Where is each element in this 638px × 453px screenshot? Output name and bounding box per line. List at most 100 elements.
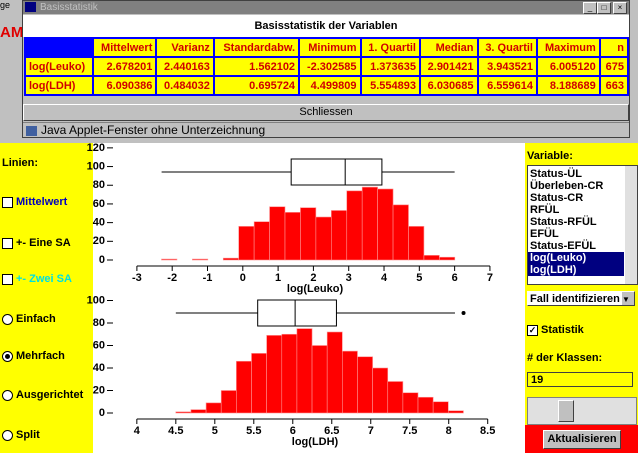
close-x-button[interactable]: × bbox=[613, 2, 627, 14]
x-tick-label: 8.5 bbox=[480, 425, 495, 437]
table-row: log(LDH) 6.090386 0.484032 0.695724 4.499809… bbox=[24, 75, 630, 96]
checkbox-label: Mittelwert bbox=[16, 196, 68, 208]
histogram-bar bbox=[342, 350, 358, 414]
radio-label: Mehrfach bbox=[16, 350, 65, 362]
slider[interactable] bbox=[527, 397, 637, 425]
checkbox[interactable]: Mittelwert bbox=[2, 196, 67, 208]
radio[interactable]: Ausgerichtet bbox=[2, 389, 83, 401]
histogram-bar bbox=[161, 258, 178, 261]
checkbox[interactable]: +- Eine SA bbox=[2, 237, 71, 249]
histogram-bar bbox=[417, 396, 434, 414]
dropdown[interactable]: Fall identifizieren ▼ bbox=[527, 291, 635, 306]
y-tick-label: 100 bbox=[87, 294, 105, 306]
y-tick-label: 60 bbox=[93, 198, 105, 210]
classes-input[interactable]: 19 bbox=[527, 372, 633, 387]
table-cell: 3.943521 bbox=[476, 56, 539, 77]
header-cell: 3. Quartil bbox=[476, 37, 539, 58]
left-panel: Linien: Mittelwert +- Eine SA +- Zwei SA… bbox=[0, 143, 93, 453]
scrollbar[interactable] bbox=[625, 166, 637, 284]
header-cell: n bbox=[598, 37, 630, 58]
histogram-bar bbox=[357, 356, 373, 414]
y-tick-label: 40 bbox=[93, 217, 105, 229]
list-item[interactable]: RFÜL bbox=[530, 204, 560, 216]
histogram-bar bbox=[251, 353, 267, 414]
radio-label: Ausgerichtet bbox=[16, 389, 84, 401]
list-item[interactable]: EFÜL bbox=[530, 228, 559, 240]
table-cell: -2.302585 bbox=[298, 56, 362, 77]
y-tick-label: 120 bbox=[87, 142, 105, 154]
outlier bbox=[461, 311, 466, 315]
box bbox=[257, 299, 337, 327]
histogram-bar bbox=[222, 257, 239, 261]
x-tick-label: 4 bbox=[381, 272, 388, 284]
minimize-button[interactable]: _ bbox=[583, 2, 597, 14]
histogram-bar bbox=[402, 392, 419, 414]
update-button[interactable]: Aktualisieren bbox=[543, 430, 621, 449]
y-tick-label: 0 bbox=[99, 254, 105, 266]
button-row: Schliessen bbox=[23, 101, 629, 121]
radio[interactable]: Einfach bbox=[2, 313, 56, 325]
table-cell: 4.499809 bbox=[298, 75, 362, 96]
y-tick-label: 20 bbox=[93, 384, 105, 396]
histogram-bar bbox=[192, 258, 209, 261]
header-cell: Minimum bbox=[298, 37, 362, 58]
table-cell: 5.554893 bbox=[359, 75, 421, 96]
table-cell: 6.030685 bbox=[418, 75, 479, 96]
checkbox[interactable]: +- Zwei SA bbox=[2, 273, 72, 285]
table-cell: 6.559614 bbox=[476, 75, 539, 96]
histogram-bar bbox=[361, 186, 378, 261]
histogram-bar bbox=[372, 367, 389, 414]
histogram-bar bbox=[175, 411, 192, 414]
table-cell: log(Leuko) bbox=[24, 56, 94, 77]
stats-table: Mittelwert Varianz Standardabw. Minimum … bbox=[24, 37, 630, 96]
header-cell: Mittelwert bbox=[91, 37, 158, 58]
histogram-bar bbox=[281, 333, 298, 414]
list-item[interactable]: log(Leuko) bbox=[528, 252, 624, 264]
x-tick-label: 2 bbox=[310, 272, 316, 284]
list-item[interactable]: Status-RFÜL bbox=[530, 216, 597, 228]
window-icon bbox=[25, 2, 36, 12]
radio[interactable]: Mehrfach bbox=[2, 350, 65, 362]
maximize-button[interactable]: □ bbox=[597, 2, 611, 14]
histogram-bar bbox=[236, 360, 252, 414]
y-tick-label: 0 bbox=[99, 407, 105, 419]
table-cell: 0.695724 bbox=[212, 75, 301, 96]
x-tick-label: 5.5 bbox=[246, 425, 261, 437]
list-item[interactable]: Status-CR bbox=[530, 192, 584, 204]
y-tick-label: 40 bbox=[93, 362, 105, 374]
histogram-bar bbox=[269, 206, 286, 261]
histogram-bar bbox=[300, 207, 317, 261]
histogram-bar bbox=[266, 335, 283, 414]
table-cell: log(LDH) bbox=[24, 75, 94, 96]
close-button[interactable]: Schliessen bbox=[23, 104, 629, 121]
x-tick-label: 7.5 bbox=[402, 425, 417, 437]
right-panel: Variable: Status-ÜL Überleben-CR Status-… bbox=[525, 143, 638, 453]
y-tick-label: 80 bbox=[93, 179, 105, 191]
checkbox-label: Statistik bbox=[541, 324, 584, 336]
x-tick-label: 7 bbox=[368, 425, 374, 437]
radio-label: Split bbox=[16, 429, 40, 441]
x-tick-label: 6 bbox=[290, 425, 296, 437]
histogram-bar bbox=[326, 331, 343, 414]
histogram-bar bbox=[432, 401, 449, 414]
app-title: AM bbox=[0, 24, 24, 41]
x-tick-label: -1 bbox=[203, 272, 213, 284]
checkbox[interactable]: ✓ Statistik bbox=[527, 324, 584, 336]
list-item[interactable]: log(LDH) bbox=[528, 264, 624, 276]
table-cell: 675 bbox=[598, 56, 630, 77]
histogram-bar bbox=[205, 402, 222, 414]
y-tick-label: 60 bbox=[93, 339, 105, 351]
histogram-bar bbox=[315, 216, 332, 261]
list-item[interactable]: Status-ÜL bbox=[530, 168, 582, 180]
histogram-bar bbox=[392, 204, 409, 261]
histogram-bar bbox=[447, 410, 464, 414]
list-item[interactable]: Überleben-CR bbox=[530, 180, 604, 192]
list-item[interactable]: Status-EFÜL bbox=[530, 240, 596, 252]
panel-heading: Linien: bbox=[2, 157, 39, 169]
header-cell: Median bbox=[418, 37, 479, 58]
radio[interactable]: Split bbox=[2, 429, 40, 441]
x-tick-label: 3 bbox=[346, 272, 352, 284]
table-cell: 663 bbox=[598, 75, 630, 96]
